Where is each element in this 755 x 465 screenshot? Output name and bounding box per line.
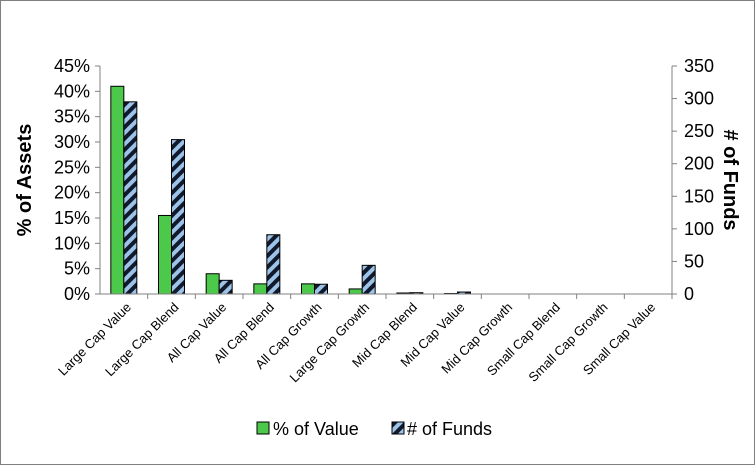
bar-pct-value [158,214,172,295]
right-axis-ticks: 0 50 100 150 200 250 300 350 [672,56,714,304]
left-axis-ticks: 0% 5% 10% 15% 20% 25% 30% 35% 40% 45% [54,56,100,304]
left-tick-label: 35% [54,107,90,127]
bar-pct-value [253,283,268,295]
bar-pct-value [301,283,315,295]
bar-pct-value [205,273,220,295]
right-tick-label: 100 [684,219,714,239]
right-axis-title: # of Funds [719,129,741,230]
left-axis-title: % of Assets [14,124,36,237]
legend-label-funds: # of Funds [407,419,492,439]
left-tick-label: 0% [64,284,90,304]
left-tick-label: 10% [54,233,90,253]
right-tick-label: 300 [684,89,714,109]
bar-num-funds [171,139,185,295]
right-tick-label: 150 [684,186,714,206]
bar-pct-value [348,288,363,295]
bars [110,85,673,299]
left-tick-label: 25% [54,157,90,177]
bar-num-funds [314,283,328,295]
left-tick-label: 15% [54,208,90,228]
bar-num-funds [266,234,281,295]
legend-swatch-funds [391,421,405,435]
right-tick-label: 250 [684,121,714,141]
bar-num-funds [123,101,138,295]
left-tick-label: 5% [64,259,90,279]
right-tick-label: 0 [684,284,694,304]
category-label: Large Cap Growth [287,300,373,386]
legend: % of Value # of Funds [256,419,492,439]
left-tick-label: 40% [54,81,90,101]
bar-num-funds [218,279,233,295]
left-tick-label: 20% [54,183,90,203]
legend-swatch-value [256,421,270,435]
legend-label-value: % of Value [273,419,359,439]
left-tick-label: 30% [54,132,90,152]
bar-pct-value [110,85,125,295]
right-tick-label: 50 [684,251,704,271]
bar-num-funds [361,264,376,295]
right-tick-label: 350 [684,56,714,76]
left-tick-label: 45% [54,56,90,76]
right-tick-label: 200 [684,154,714,174]
